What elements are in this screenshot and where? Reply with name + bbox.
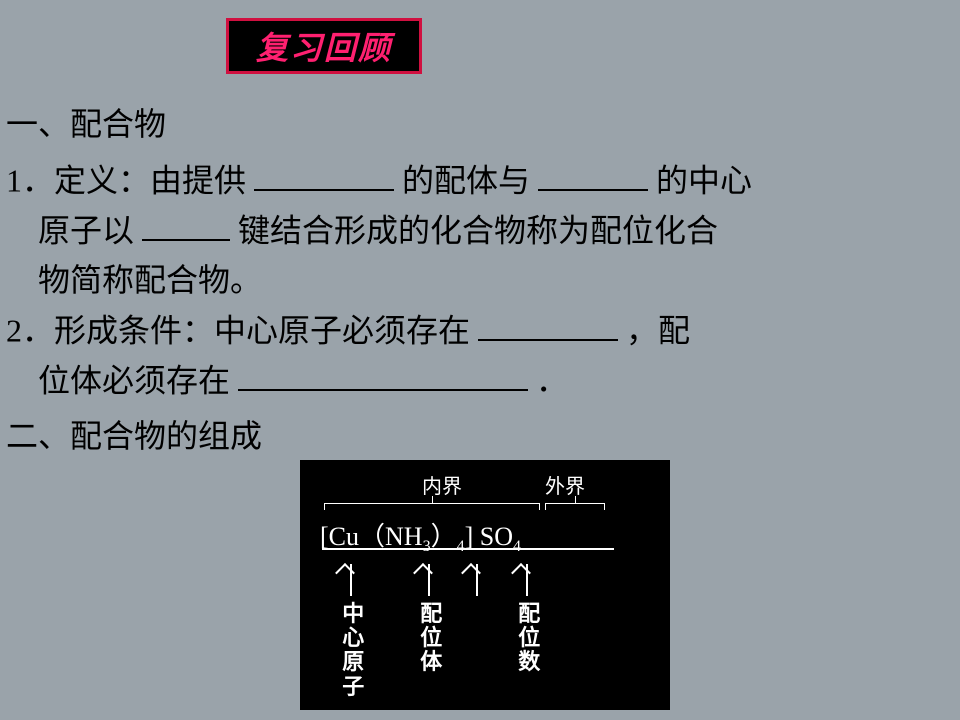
item2-l2a: 位体必须存在 [38,362,230,398]
f-so: SO [480,522,513,551]
item1-l2b: 键结合形成的化合物称为配位化合 [238,212,718,248]
item1-b: 的配体与 [402,162,530,198]
f-sub3: 3 [423,538,431,555]
f-rp: ） [431,522,457,551]
title-text: 复习回顾 [256,23,392,69]
title-box: 复习回顾 [226,18,422,74]
f-close: ] [465,522,474,551]
item1-a: 1．定义：由提供 [6,162,246,198]
arrow-4 [526,564,528,596]
item1-c: 的中心 [656,162,752,198]
blank-5 [238,356,528,392]
item1-line2: 原子以 键结合形成的化合物称为配位化合 [0,206,950,256]
vlabel-central-atom: 中心原子 [340,602,366,699]
item2-b: ，配 [626,312,690,348]
arrow-3 [476,564,478,596]
vlabel-coord-number: 配位数 [516,602,542,675]
f-lp: （ [359,522,385,551]
section2-heading: 二、配合物的组成 [0,412,950,462]
f-open: [ [320,522,329,551]
formula: [Cu（NH3）4] SO4 [320,516,521,556]
outer-sphere-label: 外界 [545,470,585,499]
inner-sphere-label: 内界 [422,470,462,499]
vlabel-ligand: 配位体 [418,602,444,675]
blank-3 [142,206,230,242]
item1-line1: 1．定义：由提供 的配体与 的中心 [0,156,950,206]
composition-diagram: 内界 外界 [Cu（NH3）4] SO4 中心原子 配位体 配位数 [300,460,670,710]
section1-heading: 一、配合物 [0,100,950,150]
item2-l2b: ． [536,362,568,398]
item2-line2: 位体必须存在 ． [0,356,950,406]
item2-line1: 2．形成条件：中心原子必须存在 ，配 [0,306,950,356]
brace-outer [545,496,605,510]
blank-4 [478,306,618,342]
blank-1 [254,156,394,192]
formula-underline [322,548,614,550]
blank-2 [538,156,648,192]
item1-l2a: 原子以 [38,212,134,248]
f-sub4b: 4 [513,538,521,555]
item1-line3: 物简称配合物。 [0,256,950,306]
item2-a: 2．形成条件：中心原子必须存在 [6,312,470,348]
arrow-2 [428,564,430,596]
arrow-1 [350,564,352,596]
f-nh: NH [385,522,423,551]
f-cu: Cu [329,522,359,551]
f-sub4: 4 [457,538,465,555]
content-area: 一、配合物 1．定义：由提供 的配体与 的中心 原子以 键结合形成的化合物称为配… [0,100,950,462]
brace-inner [324,496,540,510]
